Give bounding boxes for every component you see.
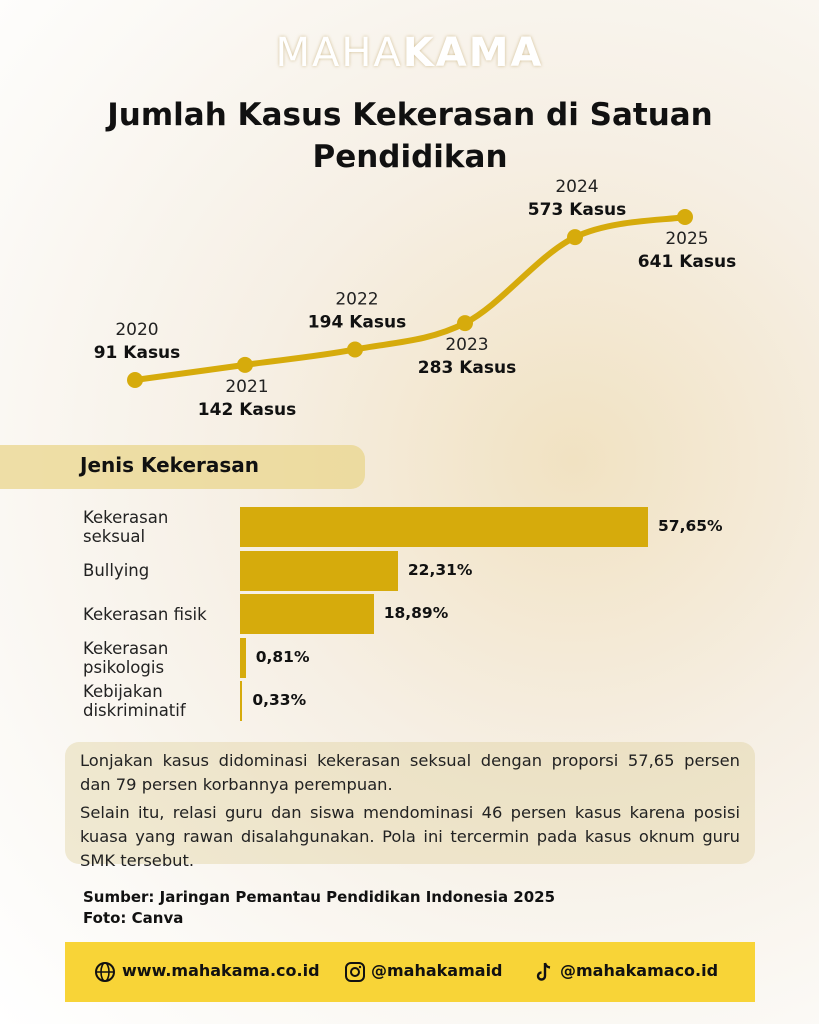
- line: [132, 214, 688, 383]
- year-label: 2022: [335, 289, 378, 309]
- bar-chart: Kekerasan seksual 57,65% Bullying 22,31% Kek…: [83, 507, 723, 721]
- bar: [240, 594, 374, 634]
- value-label: 142 Kasus: [198, 400, 296, 420]
- category-label: Kekerasan seksual: [83, 508, 169, 546]
- brand-bold: KAMA: [402, 30, 544, 76]
- year-label: 2021: [225, 377, 268, 397]
- brand: MAHAKAMA: [0, 30, 819, 76]
- value-label: 573 Kasus: [528, 200, 626, 220]
- line-chart: 2020 91 Kasus 2021 142 Kasus 2022 194 Kasus 20…: [94, 177, 736, 420]
- section-band: [0, 445, 365, 489]
- value-label: 91 Kasus: [94, 343, 181, 363]
- category-label: Kekerasan fisik: [83, 604, 207, 624]
- bar: [240, 681, 243, 721]
- value-label: 22,31%: [407, 560, 473, 579]
- point: [347, 341, 363, 358]
- year-label: 2025: [665, 229, 708, 249]
- year-label: 2024: [555, 177, 598, 197]
- point: [677, 209, 693, 225]
- value-label: 641 Kasus: [638, 252, 736, 272]
- bar: [240, 507, 648, 547]
- point: [457, 315, 473, 332]
- category-label: Bullying: [83, 561, 150, 580]
- point: [567, 229, 583, 246]
- point: [237, 356, 253, 373]
- bar-chart-title: Jenis Kekerasan: [80, 453, 260, 477]
- summary-box: Lonjakan kasus didominasi kekerasan seks…: [65, 742, 755, 870]
- brand-light: MAHA: [275, 30, 403, 76]
- year-label: 2023: [445, 335, 488, 355]
- photo-credit: Foto: Canva: [83, 909, 184, 927]
- source: Sumber: Jaringan Pemantau Pendidikan Ind…: [83, 888, 556, 906]
- instagram-icon: [345, 962, 365, 982]
- footer: www.mahakama.co.id @mahakamaid @mahakama…: [65, 942, 755, 1002]
- tiktok-icon: [536, 962, 551, 981]
- website[interactable]: www.mahakama.co.id: [122, 961, 320, 980]
- summary-paragraph: Lonjakan kasus didominasi kekerasan seks…: [80, 751, 740, 794]
- category-label: Kebijakan diskriminatif: [83, 682, 186, 720]
- instagram[interactable]: @mahakamaid: [371, 961, 503, 980]
- point: [127, 372, 143, 388]
- bar: [240, 637, 246, 678]
- value-label: 283 Kasus: [418, 358, 516, 378]
- value-label: 57,65%: [658, 517, 723, 535]
- globe-icon: [95, 962, 115, 982]
- value-label: 18,89%: [383, 604, 449, 622]
- value-label: 0,81%: [255, 647, 310, 666]
- value-label: 0,33%: [252, 691, 307, 709]
- bar: [240, 550, 398, 591]
- tiktok[interactable]: @mahakamaco.id: [560, 961, 719, 980]
- summary-paragraph: Selain itu, relasi guru dan siswa mendom…: [80, 803, 740, 870]
- value-label: 194 Kasus: [308, 312, 406, 332]
- chart-title: Jumlah Kasus Kekerasan di Satuan Pendidi…: [107, 97, 713, 175]
- year-label: 2020: [115, 320, 158, 340]
- category-label: Kekerasan psikologis: [83, 638, 169, 677]
